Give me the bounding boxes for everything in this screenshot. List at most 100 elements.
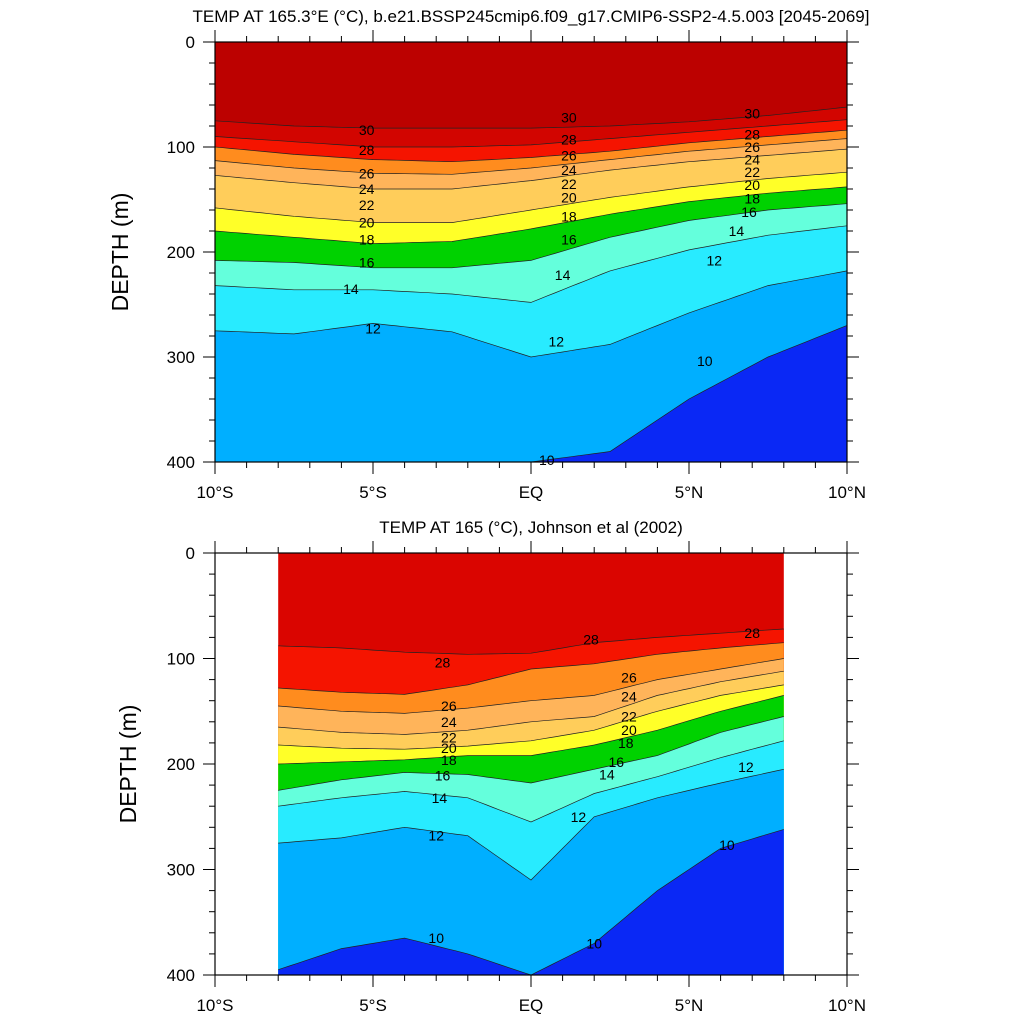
contour-label: 28 xyxy=(583,632,599,648)
contour-label: 28 xyxy=(359,142,375,158)
contour-label: 22 xyxy=(621,709,637,725)
isotherm-line-28 xyxy=(215,119,847,148)
contour-label: 20 xyxy=(561,189,577,205)
isotherm-line-14 xyxy=(215,225,847,303)
contour-label: 10 xyxy=(539,452,555,468)
y-tick-label: 300 xyxy=(167,861,195,880)
x-tick-label: 10°N xyxy=(828,483,866,502)
contour-label: 16 xyxy=(609,754,625,770)
contour-label: 22 xyxy=(561,176,577,192)
y-tick-label: 200 xyxy=(167,755,195,774)
isotherm-line-20 xyxy=(215,171,847,223)
y-tick-label: 400 xyxy=(167,453,195,472)
contour-label: 24 xyxy=(441,714,457,730)
contour-label: 20 xyxy=(744,177,760,193)
contour-label: 20 xyxy=(441,740,457,756)
y-tick-label: 0 xyxy=(186,544,195,563)
contour-label: 18 xyxy=(618,735,634,751)
contour-label: 14 xyxy=(729,223,745,239)
contour-label: 10 xyxy=(719,837,735,853)
contour-label: 12 xyxy=(706,252,722,268)
y-tick-label: 100 xyxy=(167,650,195,669)
contour-label: 28 xyxy=(435,655,451,671)
isotherm-line-16 xyxy=(215,203,847,269)
contour-label: 24 xyxy=(744,152,760,168)
contour-label: 24 xyxy=(359,181,375,197)
x-tick-label: 10°N xyxy=(828,996,866,1015)
x-tick-label: 10°S xyxy=(196,483,233,502)
isotherm-line-12 xyxy=(215,270,847,358)
y-tick-label: 400 xyxy=(167,966,195,985)
contour-label: 18 xyxy=(441,752,457,768)
isotherm-line-14 xyxy=(278,740,784,823)
contour-label: 26 xyxy=(744,139,760,155)
panel-model: TEMP AT 165.3°E (°C), b.e21.BSSP245cmip6… xyxy=(107,7,870,502)
contour-label: 26 xyxy=(621,669,637,685)
x-tick-label: 5°N xyxy=(675,483,704,502)
contour-label: 28 xyxy=(744,625,760,641)
x-tick-label: 5°S xyxy=(359,483,387,502)
contour-label: 16 xyxy=(561,231,577,247)
isotherm-line-10 xyxy=(278,829,784,975)
contour-label: 14 xyxy=(432,790,448,806)
isotherm-band-10 xyxy=(278,829,784,975)
y-axis-label: DEPTH (m) xyxy=(107,193,133,312)
y-tick-label: 100 xyxy=(167,138,195,157)
isotherm-line-24 xyxy=(278,658,784,714)
isotherm-line-18 xyxy=(215,186,847,244)
contour-label: 16 xyxy=(741,204,757,220)
contour-label: 22 xyxy=(359,197,375,213)
contour-label: 26 xyxy=(441,698,457,714)
contour-label: 16 xyxy=(435,768,451,784)
contour-label: 24 xyxy=(621,688,637,704)
contour-label: 28 xyxy=(561,132,577,148)
contour-label: 14 xyxy=(599,767,615,783)
contour-label: 18 xyxy=(561,208,577,224)
isotherm-line-28 xyxy=(278,628,784,655)
isotherm-line-16 xyxy=(278,716,784,791)
contour-label: 30 xyxy=(359,122,375,138)
contour-label: 16 xyxy=(359,255,375,271)
contour-label: 24 xyxy=(561,162,577,178)
isotherm-line-12 xyxy=(278,768,784,881)
panel-title: TEMP AT 165.3°E (°C), b.e21.BSSP245cmip6… xyxy=(193,7,870,26)
contour-fill-area xyxy=(278,553,784,975)
contour-label: 10 xyxy=(697,353,713,369)
contour-label: 26 xyxy=(561,147,577,163)
contour-label: 12 xyxy=(571,809,587,825)
contour-label: 14 xyxy=(555,267,571,283)
contour-fill-area xyxy=(215,42,847,462)
isotherm-line-10 xyxy=(215,325,847,462)
panel-observations: TEMP AT 165 (°C), Johnson et al (2002) 2… xyxy=(115,518,866,1015)
contour-label: 18 xyxy=(744,190,760,206)
x-tick-label: 5°S xyxy=(359,996,387,1015)
x-tick-label: 10°S xyxy=(196,996,233,1015)
contour-label: 22 xyxy=(744,164,760,180)
isotherm-line-30 xyxy=(215,106,847,129)
x-tick-label: 5°N xyxy=(675,996,704,1015)
contour-label: 12 xyxy=(738,759,754,775)
contour-labels: 2826242220181614121028262422201816141210… xyxy=(428,625,760,951)
contour-label: 12 xyxy=(428,828,444,844)
contour-label: 22 xyxy=(441,730,457,746)
contour-labels: 3028262422201816141230282624222018161412… xyxy=(343,105,760,468)
x-tick-label: EQ xyxy=(519,483,544,502)
isotherm-line-22 xyxy=(215,148,847,190)
y-tick-label: 0 xyxy=(186,33,195,52)
contour-label: 14 xyxy=(343,281,359,297)
y-tick-label: 200 xyxy=(167,243,195,262)
contour-label: 18 xyxy=(359,231,375,247)
panel-title: TEMP AT 165 (°C), Johnson et al (2002) xyxy=(379,518,683,537)
contour-label: 12 xyxy=(548,333,564,349)
contour-label: 30 xyxy=(744,105,760,121)
y-axis-label: DEPTH (m) xyxy=(115,705,141,824)
y-tick-label: 300 xyxy=(167,348,195,367)
axes: 10°S 5°S EQ 5°N 10°N 0 100 200 300 400 xyxy=(167,541,866,1015)
isotherm-line-26 xyxy=(215,129,847,163)
contour-label: 10 xyxy=(428,930,444,946)
x-tick-label: EQ xyxy=(519,996,544,1015)
isotherm-line-18 xyxy=(278,695,784,765)
contour-label: 20 xyxy=(621,722,637,738)
axes: 10°S 5°S EQ 5°N 10°N 0 100 200 300 400 xyxy=(167,30,866,502)
